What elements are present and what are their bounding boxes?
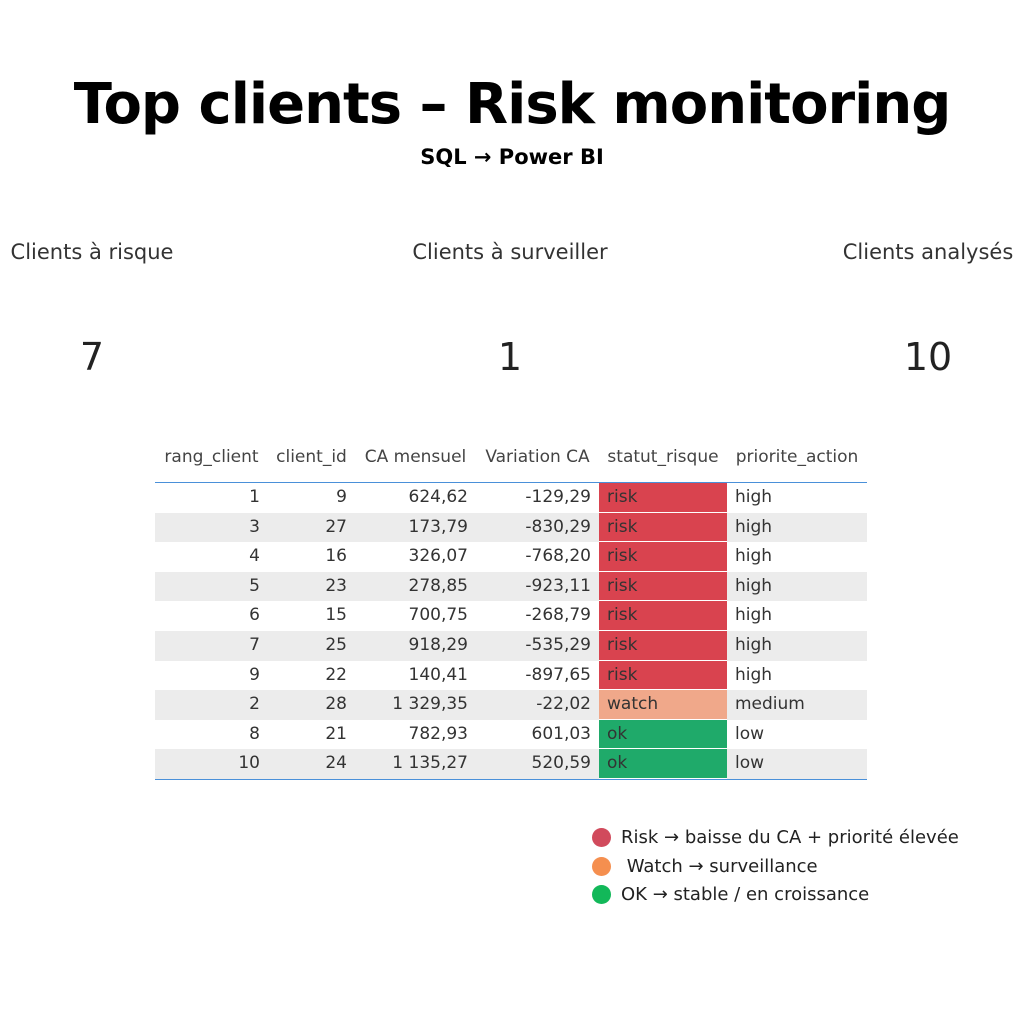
table-cell: 10 — [238, 753, 260, 774]
column-header: rang_client — [164, 447, 259, 467]
subtitle: SQL → Power BI — [420, 145, 604, 169]
table-cell: high — [735, 664, 773, 685]
table-cell: 24 — [325, 753, 347, 774]
kpi-label: Clients à surveiller — [412, 240, 608, 264]
table-cell: high — [735, 635, 773, 655]
table-cell: -830,29 — [525, 516, 591, 537]
legend-dot — [592, 885, 611, 904]
table-cell: 1 135,27 — [392, 753, 468, 774]
table-cell: 15 — [325, 605, 347, 626]
legend-label: Risk → baisse du CA + priorité élevée — [621, 827, 959, 848]
table-cell: high — [735, 546, 773, 567]
table-cell: 21 — [325, 723, 347, 744]
table-cell: 782,93 — [408, 723, 468, 744]
table-cell: -768,20 — [525, 546, 591, 567]
table-cell: 8 — [249, 723, 260, 744]
table-cell: 6 — [249, 605, 260, 626]
status-cell: ok — [599, 749, 727, 779]
title: Top clients – Risk monitoring — [73, 72, 952, 137]
table-cell: -897,65 — [525, 664, 591, 685]
table-cell: 23 — [325, 575, 347, 596]
table-top-border — [155, 482, 867, 483]
kpi-value: 10 — [903, 335, 953, 379]
table-cell: -22,02 — [536, 694, 591, 715]
kpi-value: 1 — [497, 335, 523, 379]
table-cell: low — [735, 723, 765, 744]
table-cell: 624,62 — [408, 487, 468, 507]
table-cell: 22 — [325, 664, 347, 685]
table-cell: 4 — [249, 546, 260, 567]
table-cell: 1 329,35 — [392, 694, 468, 715]
table-cell: 278,85 — [408, 575, 468, 596]
table-cell: 140,41 — [408, 664, 468, 685]
legend-dot — [592, 828, 611, 847]
table-cell: high — [735, 605, 773, 626]
table-cell: 5 — [249, 575, 260, 596]
table-cell: 326,07 — [408, 546, 468, 567]
kpi-label: Clients à risque — [10, 240, 174, 264]
table-cell: high — [735, 575, 773, 596]
status-cell: risk — [599, 571, 727, 602]
table-cell: 3 — [249, 516, 260, 537]
row-background — [155, 571, 867, 602]
status-cell: risk — [599, 512, 727, 543]
table-cell: 700,75 — [408, 605, 468, 626]
status-cell: risk — [599, 601, 727, 631]
legend-label: OK → stable / en croissance — [621, 884, 870, 905]
status-cell: watch — [599, 690, 727, 720]
status-cell: risk — [599, 483, 727, 513]
status-cell: risk — [599, 631, 727, 661]
column-header: Variation CA — [485, 447, 590, 467]
table-cell: medium — [735, 694, 805, 715]
legend-label: Watch → surveillance — [621, 855, 818, 877]
status-cell: risk — [599, 542, 727, 572]
status-cell: ok — [599, 719, 727, 750]
table-cell: 25 — [325, 635, 347, 655]
table-cell: -268,79 — [525, 605, 591, 626]
column-header: CA mensuel — [364, 447, 467, 467]
status-cell: risk — [599, 660, 727, 691]
row-background — [155, 690, 867, 720]
table-cell: -923,11 — [525, 575, 591, 596]
row-background — [155, 512, 867, 543]
table-cell: 16 — [325, 546, 347, 567]
kpi-label: Clients analysés — [842, 240, 1014, 264]
kpi-value: 7 — [79, 335, 105, 379]
column-header: priorite_action — [735, 447, 859, 467]
table-cell: 520,59 — [531, 753, 591, 774]
table-cell: 1 — [249, 487, 260, 507]
table-cell: -129,29 — [525, 487, 591, 507]
table-cell: 2 — [249, 694, 260, 715]
table-cell: 601,03 — [531, 723, 591, 744]
table-cell: 9 — [336, 487, 347, 507]
table-cell: 27 — [325, 516, 347, 537]
table-cell: 918,29 — [408, 635, 468, 655]
table-cell: 7 — [249, 635, 260, 655]
row-background — [155, 749, 867, 779]
table-cell: 28 — [325, 694, 347, 715]
table-bottom-border — [155, 779, 867, 780]
table-cell: high — [735, 516, 773, 537]
column-header: statut_risque — [607, 447, 719, 467]
table-cell: 173,79 — [408, 516, 468, 537]
table-cell: high — [735, 487, 773, 507]
table-cell: 9 — [249, 664, 260, 685]
legend-dot — [592, 856, 611, 876]
row-background — [155, 631, 867, 661]
column-header: client_id — [276, 447, 347, 467]
table-cell: -535,29 — [525, 635, 591, 655]
table-cell: low — [735, 753, 765, 774]
